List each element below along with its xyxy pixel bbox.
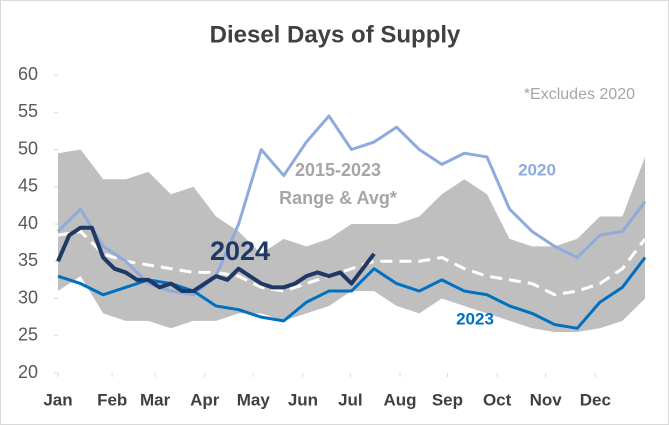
x-tick-label: Apr [190, 390, 220, 409]
x-tick-label: Sep [432, 390, 463, 409]
series-label: 2023 [456, 309, 494, 328]
y-tick-label: 25 [18, 325, 38, 345]
y-tick-label: 35 [18, 250, 38, 270]
x-tick-label: Jul [338, 390, 363, 409]
y-tick-label: 20 [18, 362, 38, 382]
x-tick-label: Oct [483, 390, 512, 409]
y-tick-label: 55 [18, 101, 38, 121]
series-line [56, 225, 376, 294]
y-tick-label: 60 [18, 64, 38, 84]
annotation: *Excludes 2020 [524, 86, 635, 103]
x-tick-label: Jan [43, 390, 72, 409]
y-tick-label: 30 [18, 287, 38, 307]
x-tick-label: Aug [384, 390, 417, 409]
y-tick-label: 45 [18, 176, 38, 196]
series-label: 2024 [210, 236, 270, 266]
series-line [57, 256, 647, 330]
x-tick-label: Dec [580, 390, 611, 409]
series-label: 2020 [518, 160, 556, 179]
range-label: 2015-2023 [295, 160, 381, 180]
x-tick-label: Nov [530, 390, 563, 409]
average-line [57, 229, 647, 297]
range-label: Range & Avg* [279, 188, 397, 208]
x-tick-label: Mar [140, 390, 171, 409]
y-tick-label: 40 [18, 213, 38, 233]
chart-title: Diesel Days of Supply [210, 21, 461, 48]
x-tick-label: Feb [97, 390, 127, 409]
x-tick-label: May [237, 390, 271, 409]
y-tick-label: 50 [18, 138, 38, 158]
x-tick-label: Jun [288, 390, 318, 409]
